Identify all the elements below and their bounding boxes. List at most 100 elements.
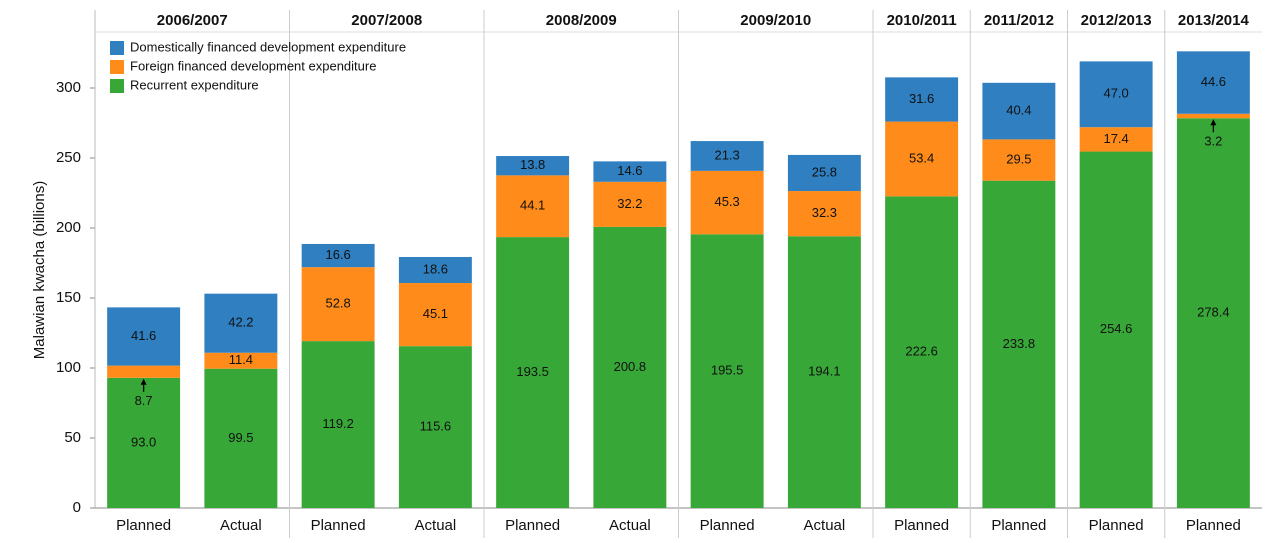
y-tick-label: 50 — [64, 429, 81, 446]
label-arrowhead — [1210, 119, 1217, 126]
group-label: 2011/2012 — [984, 12, 1054, 29]
bar-segment — [885, 77, 959, 122]
bar-segment — [1176, 118, 1250, 509]
bar-segment — [204, 368, 278, 508]
value-label: 115.6 — [420, 419, 452, 434]
value-label: 11.4 — [229, 352, 253, 367]
value-label: 42.2 — [228, 315, 253, 330]
bar-segment — [301, 243, 375, 268]
value-label: 93.0 — [131, 434, 156, 449]
bar-segment — [1079, 151, 1153, 508]
bar-segment — [301, 267, 375, 342]
bar-segment — [496, 175, 570, 238]
bar-segment — [107, 365, 181, 378]
y-tick-label: 200 — [56, 219, 81, 236]
x-tick-label: Actual — [804, 517, 846, 534]
y-tick-label: 250 — [56, 149, 81, 166]
bar-segment — [107, 377, 181, 508]
group-label: 2013/2014 — [1178, 12, 1250, 29]
bar-segment — [787, 236, 861, 508]
x-tick-label: Planned — [311, 517, 366, 534]
bar-segment — [593, 161, 667, 182]
value-label: 13.8 — [520, 157, 545, 172]
value-label: 44.6 — [1201, 74, 1226, 89]
value-label: 41.6 — [131, 328, 156, 343]
bar-segment — [496, 237, 570, 508]
value-label: 31.6 — [909, 91, 934, 106]
bar-segment — [1079, 127, 1153, 152]
legend-label: Domestically financed development expend… — [130, 39, 406, 54]
bar-segment — [787, 191, 861, 237]
group-label: 2009/2010 — [740, 12, 811, 29]
y-tick-label: 0 — [73, 499, 81, 516]
bar-segment — [690, 170, 764, 235]
bar-segment — [204, 352, 278, 369]
value-label: 52.8 — [325, 296, 350, 311]
legend-swatch — [110, 79, 124, 93]
value-label: 40.4 — [1006, 103, 1031, 118]
value-label: 14.6 — [617, 163, 642, 178]
bar-segment — [398, 256, 472, 284]
legend-swatch — [110, 41, 124, 55]
bar-segment — [885, 196, 959, 509]
x-tick-label: Planned — [894, 517, 949, 534]
x-tick-label: Planned — [1186, 517, 1241, 534]
value-label: 8.7 — [135, 393, 153, 408]
y-tick-label: 150 — [56, 289, 81, 306]
group-label: 2008/2009 — [546, 12, 617, 29]
group-label: 2006/2007 — [157, 12, 228, 29]
x-tick-label: Planned — [505, 517, 560, 534]
value-label: 278.4 — [1197, 305, 1230, 320]
value-label: 233.8 — [1003, 336, 1036, 351]
bar-segment — [496, 156, 570, 176]
value-label: 45.3 — [714, 194, 739, 209]
value-label: 47.0 — [1103, 86, 1128, 101]
legend-swatch — [110, 60, 124, 74]
group-label: 2012/2013 — [1081, 12, 1152, 29]
value-label: 32.2 — [617, 196, 642, 211]
bar-segment — [690, 234, 764, 509]
group-label: 2010/2011 — [887, 12, 957, 29]
value-label: 53.4 — [909, 150, 934, 165]
bar-segment — [982, 139, 1056, 181]
bar-segment — [690, 141, 764, 171]
value-label: 18.6 — [423, 261, 448, 276]
value-label: 32.3 — [812, 205, 837, 220]
bar-segment — [982, 180, 1056, 508]
value-label: 254.6 — [1100, 321, 1133, 336]
x-tick-label: Actual — [220, 517, 262, 534]
bar-segment — [593, 181, 667, 227]
bar-segment — [398, 346, 472, 508]
value-label: 44.1 — [520, 198, 545, 213]
value-label: 17.4 — [1103, 131, 1128, 146]
legend-label: Foreign financed development expenditure — [130, 58, 376, 73]
bar-segment — [301, 341, 375, 508]
bar-segment — [1176, 113, 1250, 119]
x-tick-label: Actual — [609, 517, 651, 534]
value-label: 222.6 — [905, 344, 938, 359]
x-tick-label: Actual — [415, 517, 457, 534]
bar-segment — [885, 121, 959, 197]
group-label: 2007/2008 — [351, 12, 422, 29]
bar-segment — [1176, 51, 1250, 114]
bar-segment — [1079, 61, 1153, 128]
legend-label: Recurrent expenditure — [130, 77, 259, 92]
y-tick-label: 300 — [56, 79, 81, 96]
bar-segment — [787, 154, 861, 192]
y-tick-label: 100 — [56, 359, 81, 376]
bar-segment — [593, 226, 667, 508]
value-label: 194.1 — [808, 364, 841, 379]
bar-segment — [398, 283, 472, 347]
value-label: 3.2 — [1204, 134, 1222, 149]
value-label: 99.5 — [228, 430, 253, 445]
x-tick-label: Planned — [991, 517, 1046, 534]
bar-segment — [204, 293, 278, 353]
value-label: 16.6 — [325, 247, 350, 262]
value-label: 45.1 — [423, 306, 448, 321]
bar-segment — [982, 82, 1056, 140]
value-label: 200.8 — [614, 359, 647, 374]
bar-segment — [107, 307, 181, 366]
value-label: 195.5 — [711, 363, 744, 378]
x-tick-label: Planned — [700, 517, 755, 534]
